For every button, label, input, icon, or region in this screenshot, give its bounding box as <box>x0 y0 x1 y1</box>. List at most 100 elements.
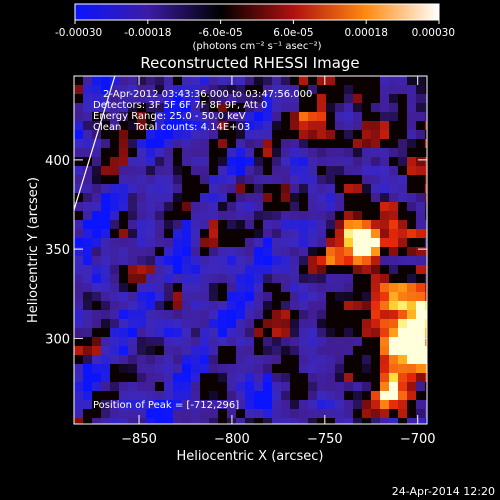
heatmap-cell <box>326 184 336 194</box>
heatmap-cell <box>398 409 408 419</box>
heatmap-cell <box>83 355 93 365</box>
heatmap-cell <box>263 130 273 140</box>
heatmap-cell <box>200 76 210 86</box>
heatmap-cell <box>236 112 246 122</box>
heatmap-cell <box>164 364 174 374</box>
heatmap-cell <box>245 202 255 212</box>
heatmap-cell <box>254 265 264 275</box>
heatmap-cell <box>155 175 165 185</box>
heatmap-cell <box>272 220 282 230</box>
heatmap-cell <box>317 418 327 424</box>
heatmap-cell <box>353 94 363 104</box>
heatmap-cell <box>299 85 309 95</box>
heatmap-cell <box>353 238 363 248</box>
heatmap-cell <box>317 184 327 194</box>
heatmap-cell <box>83 346 93 356</box>
heatmap-cell <box>317 220 327 230</box>
heatmap-cell <box>191 94 201 104</box>
heatmap-cell <box>155 310 165 320</box>
heatmap-cell <box>344 319 354 329</box>
heatmap-cell <box>362 346 372 356</box>
heatmap-cell <box>101 409 111 419</box>
heatmap-cell <box>353 103 363 113</box>
heatmap-cell <box>290 292 300 302</box>
heatmap-cell <box>92 238 102 248</box>
heatmap-cell <box>101 76 111 86</box>
heatmap-cell <box>101 319 111 329</box>
heatmap-cell <box>200 184 210 194</box>
heatmap-cell <box>290 76 300 86</box>
heatmap-cell <box>389 76 399 86</box>
heatmap-cell <box>335 148 345 158</box>
heatmap-cell <box>317 238 327 248</box>
heatmap-cell <box>335 418 345 424</box>
heatmap-cell <box>83 265 93 275</box>
heatmap-cell <box>119 103 129 113</box>
heatmap-cell <box>74 292 84 302</box>
heatmap-cell <box>218 193 228 203</box>
heatmap-cell <box>146 364 156 374</box>
heatmap-cell <box>371 292 381 302</box>
heatmap-cell <box>227 310 237 320</box>
heatmap-cell <box>137 274 147 284</box>
heatmap-cell <box>182 220 192 230</box>
heatmap-cell <box>173 229 183 239</box>
heatmap-cell <box>353 283 363 293</box>
heatmap-cell <box>353 265 363 275</box>
heatmap-cell <box>182 76 192 86</box>
heatmap-cell <box>299 274 309 284</box>
heatmap-cell <box>155 121 165 131</box>
colorbar-tick-label-4: 0.00018 <box>344 27 387 39</box>
heatmap-cell <box>92 283 102 293</box>
heatmap-cell <box>398 292 408 302</box>
heatmap-cell <box>299 355 309 365</box>
heatmap-cell <box>119 121 129 131</box>
heatmap-cell <box>191 400 201 410</box>
heatmap-cell <box>83 382 93 392</box>
heatmap-cell <box>344 337 354 347</box>
heatmap-cell <box>218 157 228 167</box>
heatmap-cell <box>173 283 183 293</box>
heatmap-cell <box>380 157 390 167</box>
heatmap-cell <box>173 391 183 401</box>
heatmap-cell <box>227 85 237 95</box>
heatmap-cell <box>110 319 120 329</box>
heatmap-cell <box>389 238 399 248</box>
heatmap-cell <box>362 166 372 176</box>
heatmap-cell <box>362 301 372 311</box>
heatmap-cell <box>92 247 102 257</box>
heatmap-cell <box>317 328 327 338</box>
heatmap-cell <box>362 292 372 302</box>
heatmap-cell <box>389 283 399 293</box>
heatmap-cell <box>398 130 408 140</box>
heatmap-cell <box>173 175 183 185</box>
heatmap-cell <box>146 391 156 401</box>
heatmap-cell <box>227 220 237 230</box>
heatmap-cell <box>218 112 228 122</box>
heatmap-cell <box>137 157 147 167</box>
heatmap-cell <box>92 193 102 203</box>
heatmap-cell <box>146 337 156 347</box>
heatmap-cell <box>407 85 417 95</box>
heatmap-cell <box>416 103 426 113</box>
heatmap-cell <box>200 112 210 122</box>
heatmap-cell <box>407 130 417 140</box>
heatmap-cell <box>326 391 336 401</box>
heatmap-cell <box>209 202 219 212</box>
heatmap-cell <box>182 229 192 239</box>
heatmap-cell <box>254 229 264 239</box>
heatmap-cell <box>74 301 84 311</box>
heatmap-cell <box>119 247 129 257</box>
heatmap-cell <box>344 229 354 239</box>
footer-timestamp: 24-Apr-2014 12:20 <box>392 485 495 498</box>
heatmap-cell <box>200 310 210 320</box>
heatmap-cell <box>335 103 345 113</box>
heatmap-cell <box>155 229 165 239</box>
heatmap-cell <box>182 202 192 212</box>
heatmap-cell <box>236 202 246 212</box>
heatmap-cell <box>362 103 372 113</box>
heatmap-cell <box>119 265 129 275</box>
heatmap-cell <box>353 121 363 131</box>
heatmap-cell <box>191 247 201 257</box>
heatmap-cell <box>398 391 408 401</box>
